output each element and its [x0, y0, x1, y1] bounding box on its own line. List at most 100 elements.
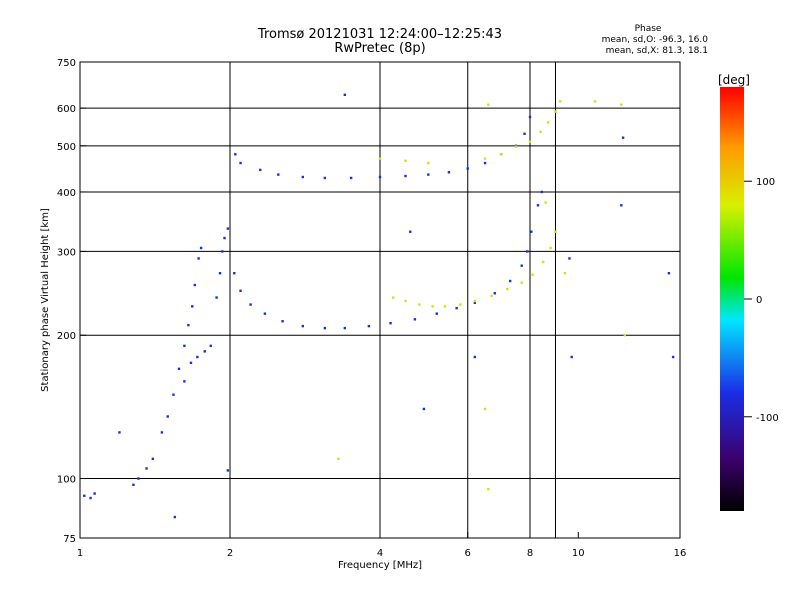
data-point-o: [197, 257, 200, 260]
data-point-x: [554, 110, 557, 113]
chart-subtitle: RwPretec (8p): [334, 41, 425, 56]
data-point-x: [505, 287, 509, 291]
data-point-o: [132, 483, 135, 487]
data-point-x: [623, 334, 627, 337]
data-point-o: [263, 312, 267, 315]
y-tick-label: 750: [57, 58, 76, 69]
x-tick-label: 10: [572, 548, 585, 559]
y-tick-label: 600: [57, 104, 76, 115]
data-point-o: [226, 469, 230, 472]
data-point-o: [473, 355, 477, 359]
data-point-o: [277, 173, 280, 176]
data-point-x: [520, 281, 523, 284]
data-point-o: [493, 292, 497, 295]
phase-colorbar: [720, 87, 744, 511]
data-point-o: [226, 227, 230, 230]
data-point-x: [620, 103, 623, 106]
data-point-x: [427, 161, 430, 165]
data-point-o: [323, 176, 327, 180]
data-point-o: [568, 257, 571, 260]
phase-stats-o: mean, sd,O: -96.3, 16.0: [602, 35, 709, 45]
data-point-x: [559, 100, 562, 103]
y-tick-label: 300: [57, 247, 76, 258]
data-point-o: [378, 175, 382, 179]
data-point-o: [508, 279, 512, 283]
data-point-o: [118, 431, 121, 434]
y-tick-label: 100: [57, 475, 76, 486]
data-point-o: [173, 515, 177, 519]
data-point-o: [526, 250, 529, 253]
data-point-o: [93, 492, 96, 495]
grid-lines: [80, 62, 680, 538]
data-point-x: [443, 305, 447, 308]
data-point-o: [343, 326, 347, 330]
y-tick-label: 75: [63, 534, 76, 545]
data-point-x: [473, 299, 477, 303]
data-point-o: [249, 303, 252, 306]
data-point-x: [487, 487, 490, 491]
data-point-o: [447, 171, 451, 174]
x-tick-label: 16: [674, 548, 687, 559]
data-point-x: [418, 303, 421, 306]
data-point-o: [422, 407, 426, 411]
data-point-x: [499, 153, 503, 156]
data-point-o: [259, 168, 262, 172]
y-tick-label: 200: [57, 331, 76, 342]
data-point-o: [466, 167, 469, 170]
data-point-o: [409, 230, 412, 233]
data-point-o: [215, 296, 218, 299]
data-point-x: [544, 201, 547, 204]
data-point-o: [233, 272, 236, 275]
data-point-o: [523, 132, 526, 135]
colorbar-tick-label: -100: [756, 413, 779, 424]
data-point-o: [239, 161, 242, 165]
chart-title: Tromsø 20121031 12:24:00–12:25:43: [257, 27, 502, 42]
data-point-x: [487, 103, 490, 106]
data-point-x: [549, 246, 552, 250]
data-point-o: [620, 204, 623, 207]
data-point-o: [177, 367, 181, 371]
data-point-o: [536, 204, 540, 207]
data-point-x: [593, 100, 597, 103]
data-point-x: [563, 272, 567, 275]
data-point-o: [172, 393, 175, 396]
data-point-o: [223, 236, 226, 240]
data-point-o: [166, 415, 169, 418]
data-point-x: [490, 294, 493, 298]
data-point-o: [239, 289, 242, 292]
data-point-o: [160, 431, 164, 434]
data-point-o: [196, 355, 199, 359]
data-point-x: [528, 140, 532, 143]
data-point-x: [459, 303, 462, 306]
y-axis-label: Stationary phase Virtual Height [km]: [40, 208, 51, 392]
data-point-o: [301, 324, 305, 328]
x-tick-label: 6: [465, 548, 471, 559]
data-point-o: [193, 283, 197, 287]
data-point-x: [539, 130, 542, 134]
data-point-x: [404, 159, 407, 163]
data-point-o: [435, 312, 438, 315]
phase-title: Phase: [635, 24, 662, 34]
data-point-o: [189, 361, 193, 365]
data-point-x: [514, 145, 518, 148]
data-point-o: [151, 457, 155, 461]
data-point-x: [554, 230, 557, 233]
data-point-o: [621, 136, 625, 139]
data-point-o: [667, 272, 671, 275]
colorbar-ticks: 100 0 -100: [744, 177, 779, 424]
colorbar-tick-label: 100: [756, 177, 775, 188]
data-point-o: [483, 161, 487, 165]
data-point-o: [473, 301, 477, 304]
data-point-x: [546, 121, 550, 124]
data-point-o: [404, 174, 407, 178]
data-point-o: [301, 175, 305, 179]
x-tick-label: 1: [77, 548, 83, 559]
data-point-o: [209, 344, 212, 348]
data-point-x: [431, 305, 434, 308]
data-point-o: [137, 477, 140, 480]
y-tick-label: 400: [57, 188, 76, 199]
data-point-o: [281, 320, 284, 323]
data-point-o: [389, 321, 392, 325]
data-point-o: [89, 496, 92, 500]
